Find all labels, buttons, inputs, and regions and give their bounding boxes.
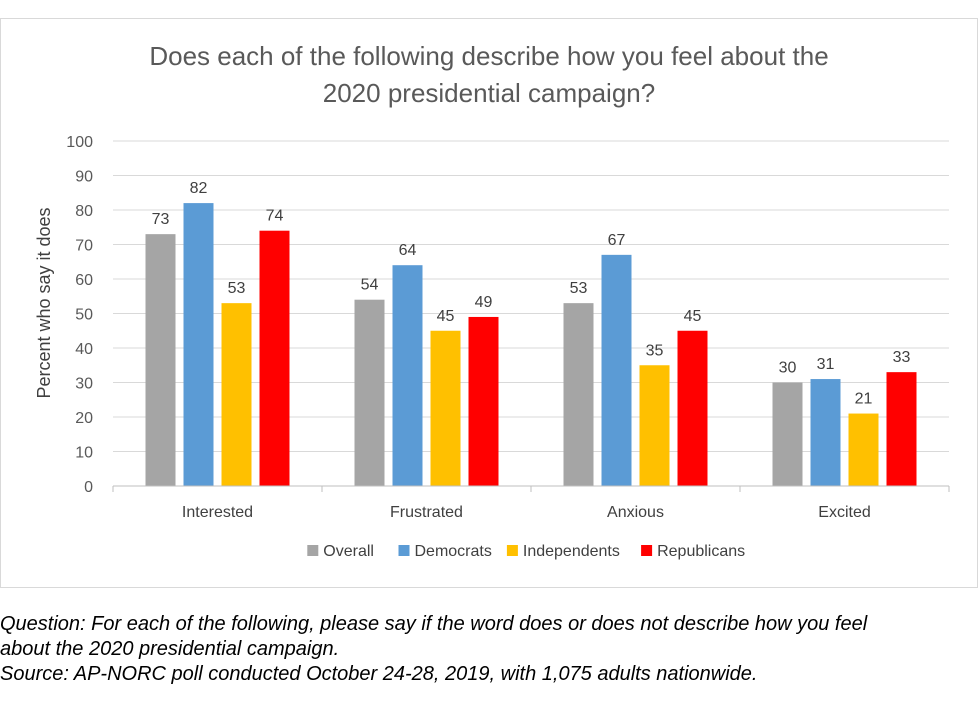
data-label: 49 bbox=[475, 294, 493, 311]
bar-independents-excited bbox=[848, 413, 879, 486]
legend-label: Overall bbox=[323, 543, 374, 560]
data-label: 54 bbox=[361, 277, 379, 294]
y-tick-labels: 0 10 20 30 40 50 60 70 80 90 100 bbox=[66, 134, 93, 496]
data-labels: 73 82 53 74 54 64 45 49 53 67 35 45 30 31 21 33 bbox=[152, 180, 911, 407]
question-note: Question: For each of the following, ple… bbox=[0, 613, 868, 635]
y-tick-label: 10 bbox=[75, 445, 93, 462]
y-tick-label: 30 bbox=[75, 376, 93, 393]
bar-democrats-frustrated bbox=[392, 265, 423, 486]
source-note: Source: AP-NORC poll conducted October 2… bbox=[0, 663, 758, 685]
bar-independents-anxious bbox=[639, 365, 670, 486]
y-tick-label: 40 bbox=[75, 341, 93, 358]
question-note-continued: about the 2020 presidential campaign. bbox=[0, 638, 340, 660]
bar-overall-interested bbox=[145, 234, 176, 486]
data-label: 53 bbox=[228, 280, 246, 297]
y-tick-label: 90 bbox=[75, 169, 93, 186]
x-axis: Interested Frustrated Anxious Excited bbox=[112, 485, 950, 521]
legend-label: Independents bbox=[523, 543, 620, 560]
data-label: 35 bbox=[646, 342, 664, 359]
gridlines bbox=[113, 140, 949, 452]
data-label: 53 bbox=[570, 280, 588, 297]
data-label: 67 bbox=[608, 232, 626, 249]
x-category-label: Excited bbox=[818, 504, 870, 521]
legend: Overall Democrats Independents Republicans bbox=[307, 543, 745, 560]
legend-swatch bbox=[307, 545, 319, 556]
chart-title-line2: 2020 presidential campaign? bbox=[323, 78, 655, 108]
data-label: 30 bbox=[779, 360, 797, 377]
data-label: 45 bbox=[684, 308, 702, 325]
bar-democrats-interested bbox=[183, 203, 214, 486]
y-tick-label: 20 bbox=[75, 410, 93, 427]
data-label: 64 bbox=[399, 242, 417, 259]
x-category-label: Interested bbox=[182, 504, 253, 521]
legend-label: Republicans bbox=[657, 543, 745, 560]
bars bbox=[145, 203, 917, 486]
bar-republicans-excited bbox=[886, 372, 917, 486]
x-category-label: Anxious bbox=[607, 504, 664, 521]
bar-republicans-frustrated bbox=[468, 316, 499, 486]
y-tick-label: 60 bbox=[75, 272, 93, 289]
legend-swatch bbox=[506, 545, 518, 556]
bar-republicans-interested bbox=[259, 230, 290, 486]
data-label: 45 bbox=[437, 308, 455, 325]
y-tick-label: 0 bbox=[84, 479, 93, 496]
legend-swatch bbox=[641, 545, 653, 556]
y-tick-label: 100 bbox=[66, 134, 93, 151]
y-tick-label: 50 bbox=[75, 307, 93, 324]
data-label: 21 bbox=[855, 391, 873, 408]
data-label: 73 bbox=[152, 211, 170, 228]
bar-overall-anxious bbox=[563, 303, 594, 486]
chart-title-line1: Does each of the following describe how … bbox=[149, 41, 828, 71]
legend-label: Democrats bbox=[415, 543, 492, 560]
y-tick-label: 80 bbox=[75, 203, 93, 220]
data-label: 33 bbox=[893, 349, 911, 366]
bar-independents-frustrated bbox=[430, 330, 461, 486]
chart-frame: Does each of the following describe how … bbox=[0, 18, 978, 588]
data-label: 31 bbox=[817, 356, 835, 373]
bar-overall-excited bbox=[772, 382, 803, 486]
data-label: 82 bbox=[190, 180, 208, 197]
bar-democrats-anxious bbox=[601, 254, 632, 486]
bar-independents-interested bbox=[221, 303, 252, 486]
chart-notes: Question: For each of the following, ple… bbox=[0, 612, 980, 687]
y-axis-title: Percent who say it does bbox=[34, 207, 54, 398]
legend-swatch bbox=[398, 545, 410, 556]
x-category-label: Frustrated bbox=[390, 504, 463, 521]
bar-democrats-excited bbox=[810, 379, 841, 486]
bar-chart: Does each of the following describe how … bbox=[34, 41, 950, 560]
data-label: 74 bbox=[266, 208, 284, 225]
bar-overall-frustrated bbox=[354, 299, 385, 486]
y-tick-label: 70 bbox=[75, 238, 93, 255]
bar-republicans-anxious bbox=[677, 330, 708, 486]
